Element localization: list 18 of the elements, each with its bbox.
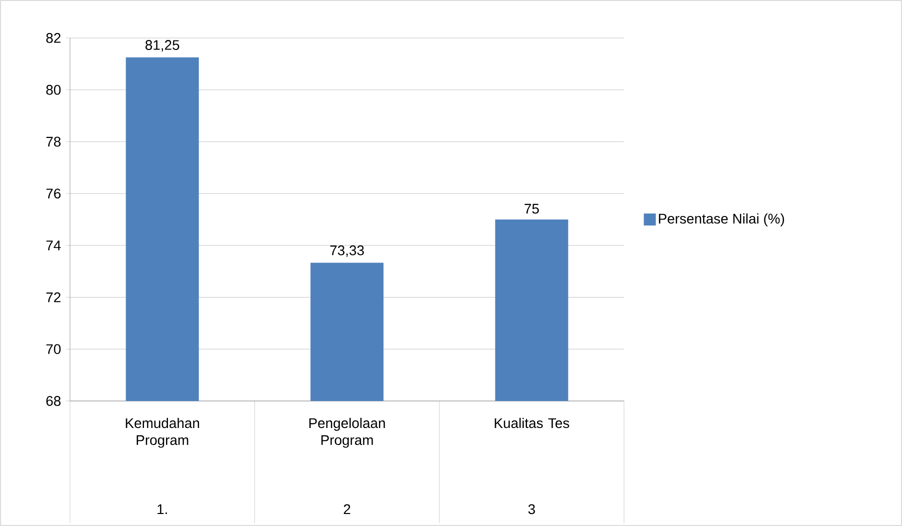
text: 2 [344,504,350,514]
data-label: 75 [524,204,539,214]
y-tick-label: 74 [46,240,61,250]
y-tick-label: 70 [46,344,61,354]
legend-label: Persentase Nilai (%) [658,213,784,226]
y-tick-label: 80 [46,84,61,95]
y-tick-label: 72 [46,292,60,302]
x-tick-label: Kemudahan Program [126,418,200,448]
y-tick-label: 68 [46,396,61,406]
y-tick-label: 76 [46,188,61,198]
y-tick-label: 78 [46,136,61,147]
x-tick-label: Pengelolaan Program [309,418,385,448]
text: 1. [158,504,167,514]
data-label: 73,33 [330,245,364,257]
x-tick-label: Kualitas Tes [494,418,570,428]
data-label: 81,25 [146,40,180,52]
y-tick-label: 82 [46,33,60,43]
text: 3 [528,504,535,514]
